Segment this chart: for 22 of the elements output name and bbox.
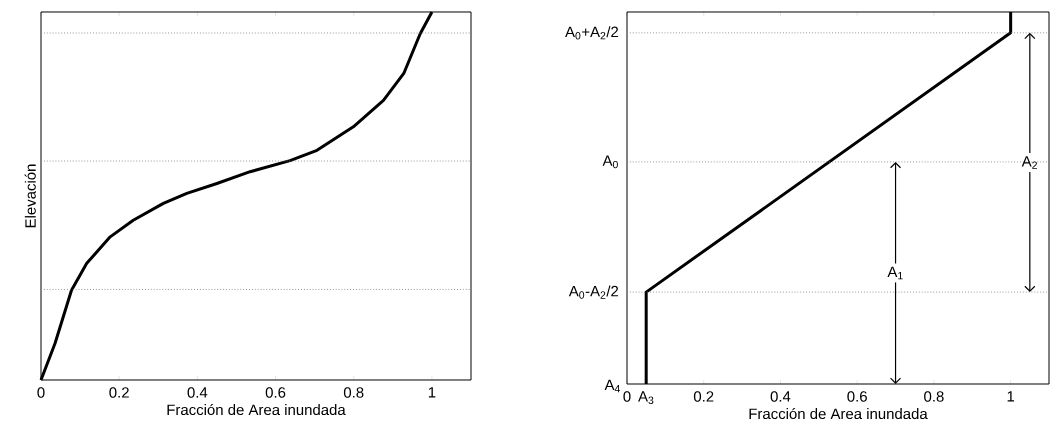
x-tick-label: 0.4 [187,387,208,398]
text: A$_{4}$ [604,379,620,393]
ref-line-label: A$_{0}$-A$_{2}$/2 [568,285,619,299]
x-tick-label: 1 [1007,391,1015,402]
x-tick-label: 0.6 [847,391,867,402]
x-tick-label: 0.2 [109,387,129,398]
x-tick-label: 0 [37,387,45,398]
x-tick-label: 0.2 [693,391,714,402]
x-tick-label: 1 [428,387,436,398]
ref-line-label: A$_{0}$ [602,155,618,169]
ref-line-label: A$_{0}$+A$_{2}$/2 [565,26,619,40]
annotation: A$_{2}$ [1021,156,1037,169]
x-tick-label: 0.8 [343,387,364,398]
x-tick-label: 0.6 [265,387,286,398]
x-tick-label: 0.4 [770,391,791,402]
x-tick-label: 0 [623,391,631,402]
x-tick-label: 0.8 [924,391,944,402]
annotation: A$_{1}$ [887,266,903,280]
annotation: A$_{3}$ [638,391,654,404]
x-axis-title: Fracción de Area inundada [167,403,346,416]
x-axis-title: Fracción de Area inundada [749,407,928,420]
y-axis-title: Elevación [24,164,36,228]
